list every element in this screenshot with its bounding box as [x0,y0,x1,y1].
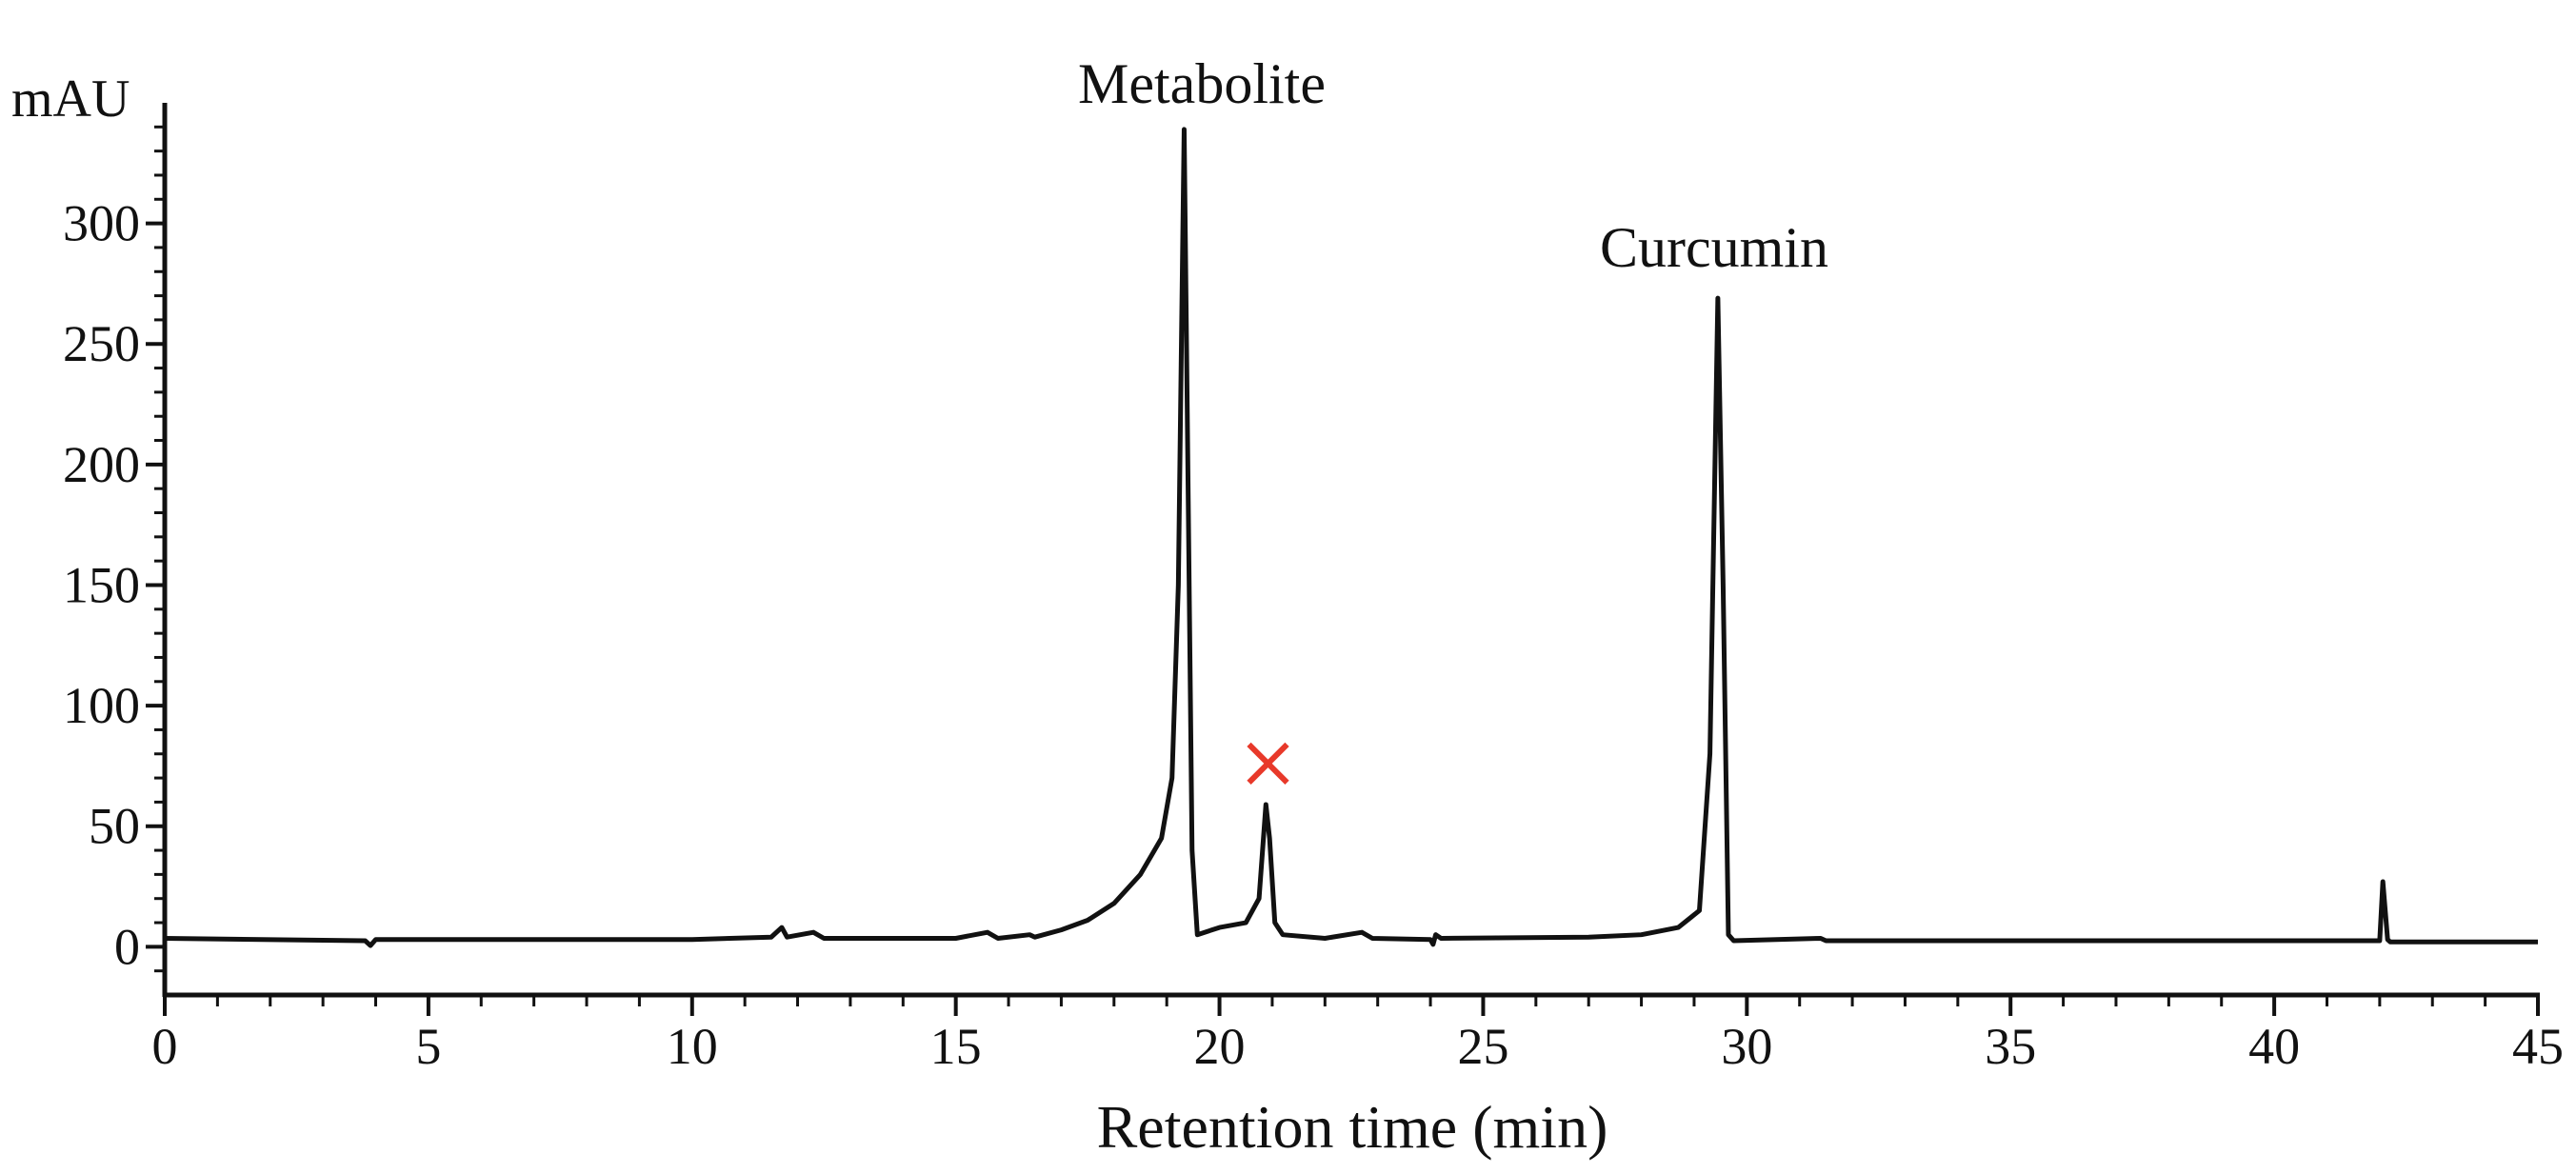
x-tick-label: 45 [2512,1018,2564,1075]
y-tick-label: 0 [114,918,140,975]
x-tick-label: 10 [667,1018,718,1075]
peak-annotation: Curcumin [1600,216,1828,279]
x-tick-label: 40 [2248,1018,2300,1075]
y-tick-label: 100 [63,677,140,734]
y-tick-label: 50 [89,798,140,855]
x-tick-label: 35 [1985,1018,2036,1075]
peak-annotation: Metabolite [1078,52,1326,115]
y-tick-label: 300 [63,195,140,252]
y-tick-label: 200 [63,436,140,493]
y-tick-label: 250 [63,315,140,372]
x-tick-label: 30 [1721,1018,1772,1075]
x-tick-label: 0 [152,1018,178,1075]
y-tick-label: 150 [63,556,140,613]
x-tick-label: 25 [1457,1018,1508,1075]
x-tick-label: 5 [415,1018,441,1075]
x-axis-label: Retention time (min) [1097,1093,1608,1161]
cross-marker [1247,742,1289,786]
y-axis-label: mAU [11,70,130,129]
x-tick-label: 20 [1194,1018,1246,1075]
chromatogram-line [164,127,2538,948]
x-tick-label: 15 [930,1018,982,1075]
